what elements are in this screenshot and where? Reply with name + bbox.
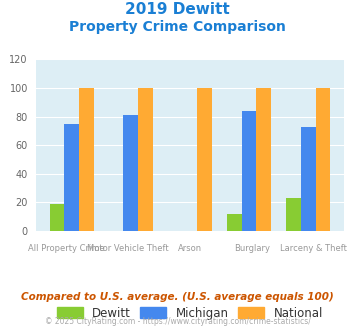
Bar: [124, 115, 138, 231]
Text: Motor Vehicle Theft: Motor Vehicle Theft: [87, 244, 169, 253]
Bar: [50, 204, 64, 231]
Bar: [242, 111, 256, 231]
Bar: [227, 214, 242, 231]
Text: Compared to U.S. average. (U.S. average equals 100): Compared to U.S. average. (U.S. average …: [21, 292, 334, 302]
Legend: Dewitt, Michigan, National: Dewitt, Michigan, National: [52, 302, 328, 325]
Text: All Property Crime: All Property Crime: [28, 244, 105, 253]
Bar: [64, 124, 79, 231]
Bar: [286, 198, 301, 231]
Text: © 2025 CityRating.com - https://www.cityrating.com/crime-statistics/: © 2025 CityRating.com - https://www.city…: [45, 317, 310, 326]
Bar: [197, 88, 212, 231]
Bar: [301, 127, 316, 231]
Bar: [316, 88, 330, 231]
Text: Burglary: Burglary: [234, 244, 270, 253]
Text: Larceny & Theft: Larceny & Theft: [280, 244, 347, 253]
Text: 2019 Dewitt: 2019 Dewitt: [125, 2, 230, 16]
Bar: [79, 88, 94, 231]
Bar: [256, 88, 271, 231]
Text: Arson: Arson: [178, 244, 202, 253]
Bar: [138, 88, 153, 231]
Text: Property Crime Comparison: Property Crime Comparison: [69, 20, 286, 34]
